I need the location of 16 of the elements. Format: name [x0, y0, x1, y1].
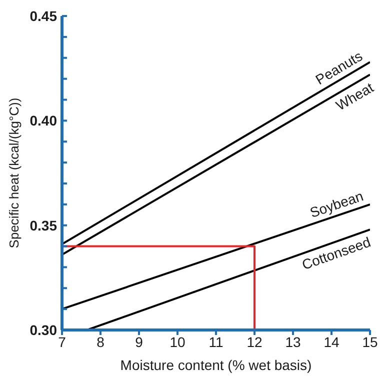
- x-tick-label: 13: [285, 334, 301, 350]
- x-axis-title: Moisture content (% wet basis): [120, 357, 312, 373]
- x-tick-label: 7: [58, 334, 66, 350]
- x-tick-label: 8: [96, 334, 105, 350]
- y-tick-label: 0.30: [30, 322, 58, 338]
- x-tick-label: 9: [135, 334, 144, 350]
- y-tick-label: 0.35: [30, 217, 58, 234]
- y-tick-label: 0.45: [30, 8, 58, 24]
- text: Soybean: [308, 188, 366, 221]
- x-tick-label: 14: [324, 334, 340, 350]
- x-tick-label: 11: [208, 334, 224, 350]
- x-tick-label: 10: [170, 334, 186, 350]
- x-tick-label: 12: [246, 334, 262, 350]
- y-axis-title: Specific heat (kcal/(kg°C)): [6, 98, 22, 248]
- y-tick-label: 0.40: [30, 112, 58, 129]
- x-tick-label: 15: [362, 334, 378, 350]
